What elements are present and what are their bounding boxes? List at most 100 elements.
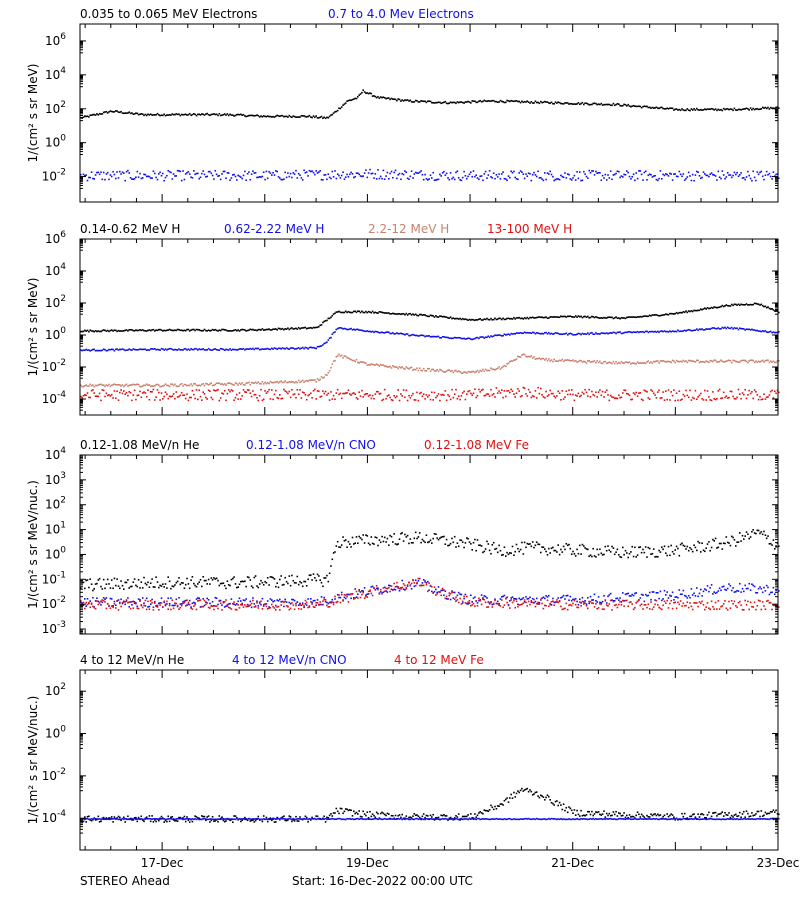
data-point <box>163 329 165 332</box>
data-point <box>696 328 698 330</box>
data-point <box>554 601 557 603</box>
data-point <box>374 393 377 395</box>
data-point <box>498 390 500 392</box>
data-point <box>90 603 93 605</box>
data-point <box>370 311 373 314</box>
data-point <box>471 100 473 102</box>
data-point <box>622 332 624 335</box>
data-point <box>301 179 304 181</box>
data-point <box>753 329 756 331</box>
data-point <box>525 101 527 103</box>
data-point <box>615 316 617 318</box>
data-point <box>701 361 703 363</box>
data-point <box>252 170 254 172</box>
data-point <box>148 349 151 351</box>
data-point <box>639 315 642 318</box>
data-point <box>669 172 671 175</box>
data-point <box>599 360 601 363</box>
data-point <box>499 334 502 337</box>
data-point <box>538 601 541 604</box>
data-point <box>535 597 538 600</box>
data-point <box>300 397 303 399</box>
data-point <box>675 175 678 178</box>
data-point <box>323 174 325 176</box>
data-point <box>299 328 301 330</box>
data-point <box>739 174 741 176</box>
data-point <box>154 330 156 332</box>
data-point <box>261 399 264 402</box>
data-point <box>127 601 129 604</box>
data-point <box>522 553 525 555</box>
data-point <box>250 114 253 117</box>
data-point <box>459 593 461 595</box>
data-point <box>125 600 128 603</box>
data-point <box>635 316 637 319</box>
data-point <box>675 330 678 333</box>
data-point <box>100 383 102 386</box>
data-point <box>751 304 753 306</box>
data-point <box>759 586 761 588</box>
data-point <box>451 317 453 320</box>
data-point <box>591 361 593 363</box>
data-point <box>435 101 437 104</box>
data-point <box>135 584 137 587</box>
data-point <box>128 348 130 350</box>
data-point <box>768 593 771 596</box>
data-point <box>227 584 230 586</box>
data-point <box>501 596 503 598</box>
data-point <box>686 361 689 364</box>
data-point <box>152 348 155 350</box>
data-point <box>365 534 367 536</box>
data-point <box>591 170 593 172</box>
data-point <box>316 602 319 604</box>
data-point <box>318 390 320 393</box>
data-point <box>593 316 596 319</box>
data-point <box>186 349 188 351</box>
data-point <box>478 597 480 600</box>
data-point <box>530 179 533 182</box>
data-point <box>517 603 519 606</box>
data-point <box>383 590 386 593</box>
data-point <box>156 581 159 583</box>
data-point <box>646 606 648 609</box>
data-point <box>256 602 258 604</box>
data-point <box>724 542 726 545</box>
data-point <box>279 598 281 601</box>
data-point <box>124 329 126 332</box>
data-point <box>300 604 303 607</box>
data-point <box>176 385 179 388</box>
data-point <box>283 388 285 391</box>
data-point <box>131 399 133 402</box>
data-point <box>725 589 728 591</box>
data-point <box>635 105 637 108</box>
data-point <box>444 590 447 592</box>
data-point <box>562 315 565 318</box>
data-point <box>244 580 246 582</box>
data-point <box>502 396 504 399</box>
data-point <box>659 397 662 399</box>
data-point <box>591 315 593 318</box>
data-point <box>338 327 340 329</box>
data-point <box>97 384 100 386</box>
data-point <box>604 317 607 319</box>
data-point <box>675 545 678 548</box>
data-point <box>404 533 406 536</box>
data-point <box>307 598 309 600</box>
data-point <box>108 178 110 181</box>
data-point <box>492 99 495 102</box>
data-point <box>280 397 282 400</box>
data-point <box>596 172 598 174</box>
data-point <box>271 603 273 606</box>
data-point <box>643 604 646 606</box>
data-point <box>619 396 621 399</box>
data-point <box>620 396 623 399</box>
data-point <box>739 393 741 395</box>
data-point <box>632 555 635 558</box>
data-point <box>318 575 320 577</box>
data-point <box>250 602 253 605</box>
data-point <box>550 173 553 176</box>
data-point <box>674 312 676 315</box>
data-point <box>735 173 737 176</box>
data-point <box>635 362 637 365</box>
data-point <box>367 172 370 174</box>
